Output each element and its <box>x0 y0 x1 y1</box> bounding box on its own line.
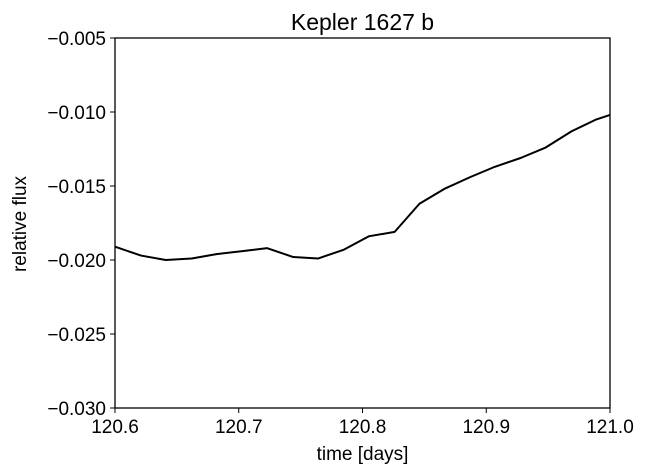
x-tick-label: 121.0 <box>586 417 634 438</box>
y-tick-label: −0.005 <box>47 29 106 50</box>
y-tick-label: −0.020 <box>47 251 106 272</box>
x-tick-label: 120.6 <box>91 417 139 438</box>
series-line <box>114 114 611 261</box>
y-tick-label: −0.030 <box>47 399 106 420</box>
y-tick-label: −0.015 <box>47 177 106 198</box>
x-axis: 120.6 120.7 120.8 120.9 121.0 <box>91 408 634 438</box>
y-tick-label: −0.010 <box>47 103 106 124</box>
y-axis: −0.005 −0.010 −0.015 −0.020 −0.025 −0.030 <box>47 29 115 420</box>
chart-title: Kepler 1627 b <box>291 9 434 35</box>
x-tick-label: 120.8 <box>339 417 387 438</box>
y-tick-label: −0.025 <box>47 325 106 346</box>
x-tick-label: 120.7 <box>215 417 263 438</box>
y-axis-label: relative flux <box>10 175 31 272</box>
x-tick-label: 120.9 <box>462 417 510 438</box>
plot-frame <box>114 37 611 409</box>
x-axis-label: time [days] <box>317 444 409 465</box>
